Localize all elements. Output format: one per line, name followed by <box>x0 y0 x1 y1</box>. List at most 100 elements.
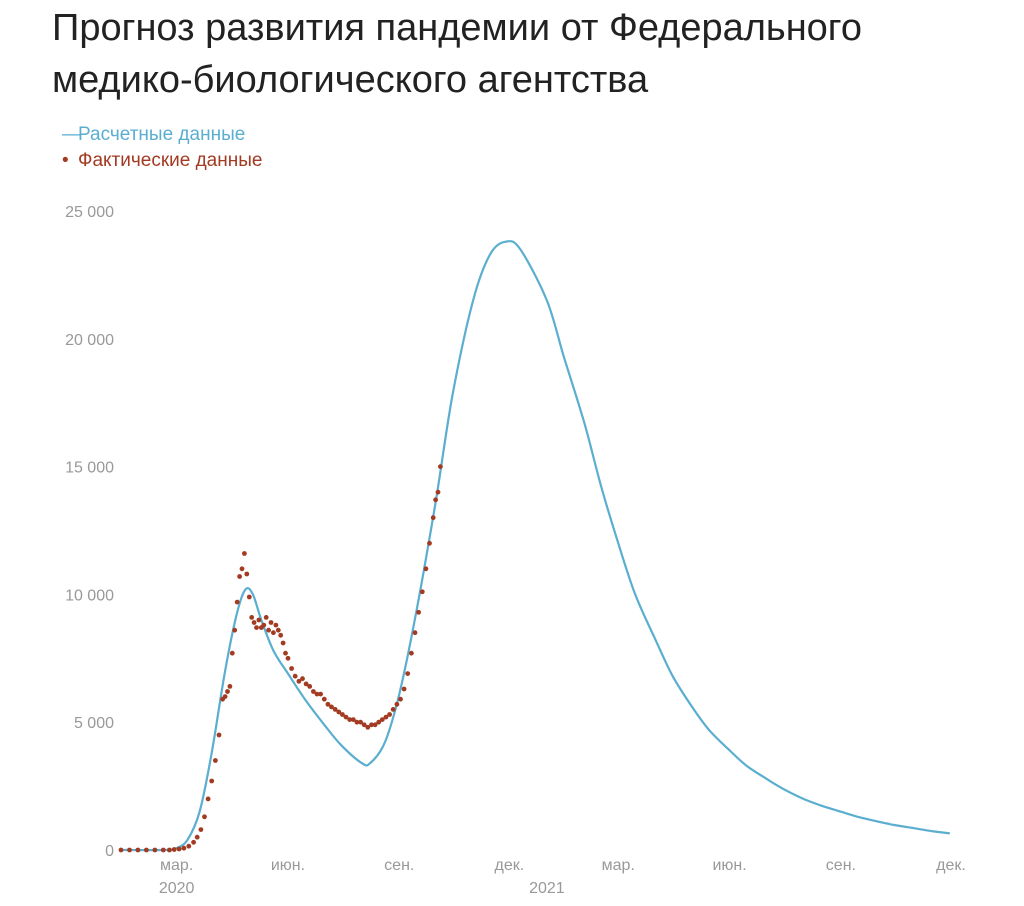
actual-data-point <box>325 701 331 707</box>
legend: —Расчетные данные • Фактические данные <box>62 122 262 174</box>
actual-data-point <box>387 712 392 717</box>
y-tick-label: 10 000 <box>65 587 114 604</box>
actual-data-point <box>194 834 200 840</box>
actual-data-point <box>273 622 279 628</box>
actual-data-point <box>379 717 385 722</box>
actual-data-point <box>213 758 218 763</box>
actual-data-point <box>181 845 187 851</box>
forecast-line <box>120 240 950 852</box>
y-tick-label: 0 <box>105 843 114 860</box>
legend-line-marker: — <box>62 124 81 145</box>
actual-data-point <box>160 847 166 853</box>
actual-data-point <box>435 489 441 495</box>
actual-data-point <box>318 691 323 697</box>
x-year-label: 2020 <box>159 880 195 897</box>
actual-data-point <box>275 627 281 633</box>
x-tick-label: сен. <box>384 857 414 874</box>
actual-data-point <box>303 681 309 687</box>
actual-data-point <box>383 714 389 720</box>
actual-data-point <box>296 678 302 684</box>
actual-data-point <box>254 625 259 630</box>
actual-data-point <box>433 497 438 503</box>
x-tick-label: июн. <box>712 857 746 874</box>
y-axis: 0 5 000 10 000 15 000 20 000 25 000 <box>65 204 114 860</box>
actual-data-point <box>369 722 374 728</box>
actual-data-point <box>289 666 294 671</box>
legend-item-forecast: —Расчетные данные <box>62 122 262 148</box>
plot-area <box>118 240 950 853</box>
x-axis: мар. июн. сен. дек. мар. июн. сен. дек. 2020 2021 <box>159 857 966 897</box>
actual-data-point <box>268 620 274 625</box>
actual-data-point <box>427 540 432 546</box>
actual-data-point <box>246 594 252 600</box>
actual-data-point <box>263 615 269 620</box>
y-tick-label: 20 000 <box>65 332 114 349</box>
actual-data-point <box>278 632 284 638</box>
actual-data-point <box>202 814 207 820</box>
actual-data-point <box>340 712 345 717</box>
actual-data-point <box>409 650 414 656</box>
x-year-label: 2021 <box>529 880 565 897</box>
actual-data-point <box>191 839 197 845</box>
actual-data-point <box>398 696 403 702</box>
x-tick-label: мар. <box>160 857 193 874</box>
actual-data-point <box>152 847 158 853</box>
actual-data-point <box>350 717 356 722</box>
legend-label-forecast: Расчетные данные <box>78 124 246 145</box>
actual-data-point <box>307 684 313 689</box>
actual-data-point <box>423 566 429 572</box>
actual-data-point <box>186 843 192 849</box>
x-tick-label: мар. <box>602 857 635 874</box>
actual-data-point <box>242 551 247 556</box>
actual-data-point <box>416 609 421 615</box>
actual-data-point <box>390 707 396 712</box>
actual-data-point <box>167 847 172 853</box>
legend-dot-marker: • <box>62 150 69 171</box>
legend-label-actual: Фактические данные <box>78 150 263 171</box>
actual-data-point <box>256 617 262 623</box>
actual-data-point <box>329 704 334 710</box>
actual-data-point <box>144 847 149 853</box>
x-tick-label: дек. <box>936 857 966 874</box>
actual-data-point <box>430 515 436 521</box>
chart-title: Прогноз развития пандемии от Федеральног… <box>52 7 862 101</box>
y-tick-label: 25 000 <box>65 204 114 221</box>
actual-data-point <box>209 778 215 784</box>
actual-data-point <box>412 630 418 636</box>
actual-data-point <box>300 676 305 682</box>
actual-data-point <box>244 571 250 577</box>
actual-data-point <box>314 691 320 697</box>
actual-data-point <box>292 673 298 679</box>
actual-data-point <box>227 684 233 689</box>
actual-data-point <box>216 732 222 738</box>
actual-data-point <box>405 671 411 676</box>
actual-data-point <box>118 847 124 853</box>
actual-data-point <box>205 796 211 802</box>
actual-data-point <box>249 615 255 620</box>
x-tick-label: июн. <box>271 857 305 874</box>
actual-data-point <box>361 722 367 728</box>
actual-data-point <box>285 655 291 661</box>
actual-data-point <box>266 627 271 633</box>
actual-data-point <box>365 724 371 730</box>
actual-data-point <box>127 847 132 853</box>
actual-data-point <box>198 827 204 832</box>
actual-data-point <box>321 696 327 702</box>
y-tick-label: 15 000 <box>65 460 114 477</box>
legend-item-actual: • Фактические данные <box>62 148 262 174</box>
actual-data-point <box>171 847 177 852</box>
actual-data-point <box>311 689 316 694</box>
actual-data-point <box>232 627 238 633</box>
actual-data-point <box>283 650 288 656</box>
actual-data-point <box>394 701 400 707</box>
actual-data-point <box>354 719 360 725</box>
actual-data-point <box>336 709 342 715</box>
actual-data-point <box>280 640 286 646</box>
actual-data-point <box>251 620 257 625</box>
actual-data-point <box>347 717 353 722</box>
x-tick-label: сен. <box>826 857 856 874</box>
actual-data-point <box>239 566 245 572</box>
actual-data-point <box>401 686 407 692</box>
actual-data-point <box>332 707 338 712</box>
actual-data-point <box>419 589 425 595</box>
